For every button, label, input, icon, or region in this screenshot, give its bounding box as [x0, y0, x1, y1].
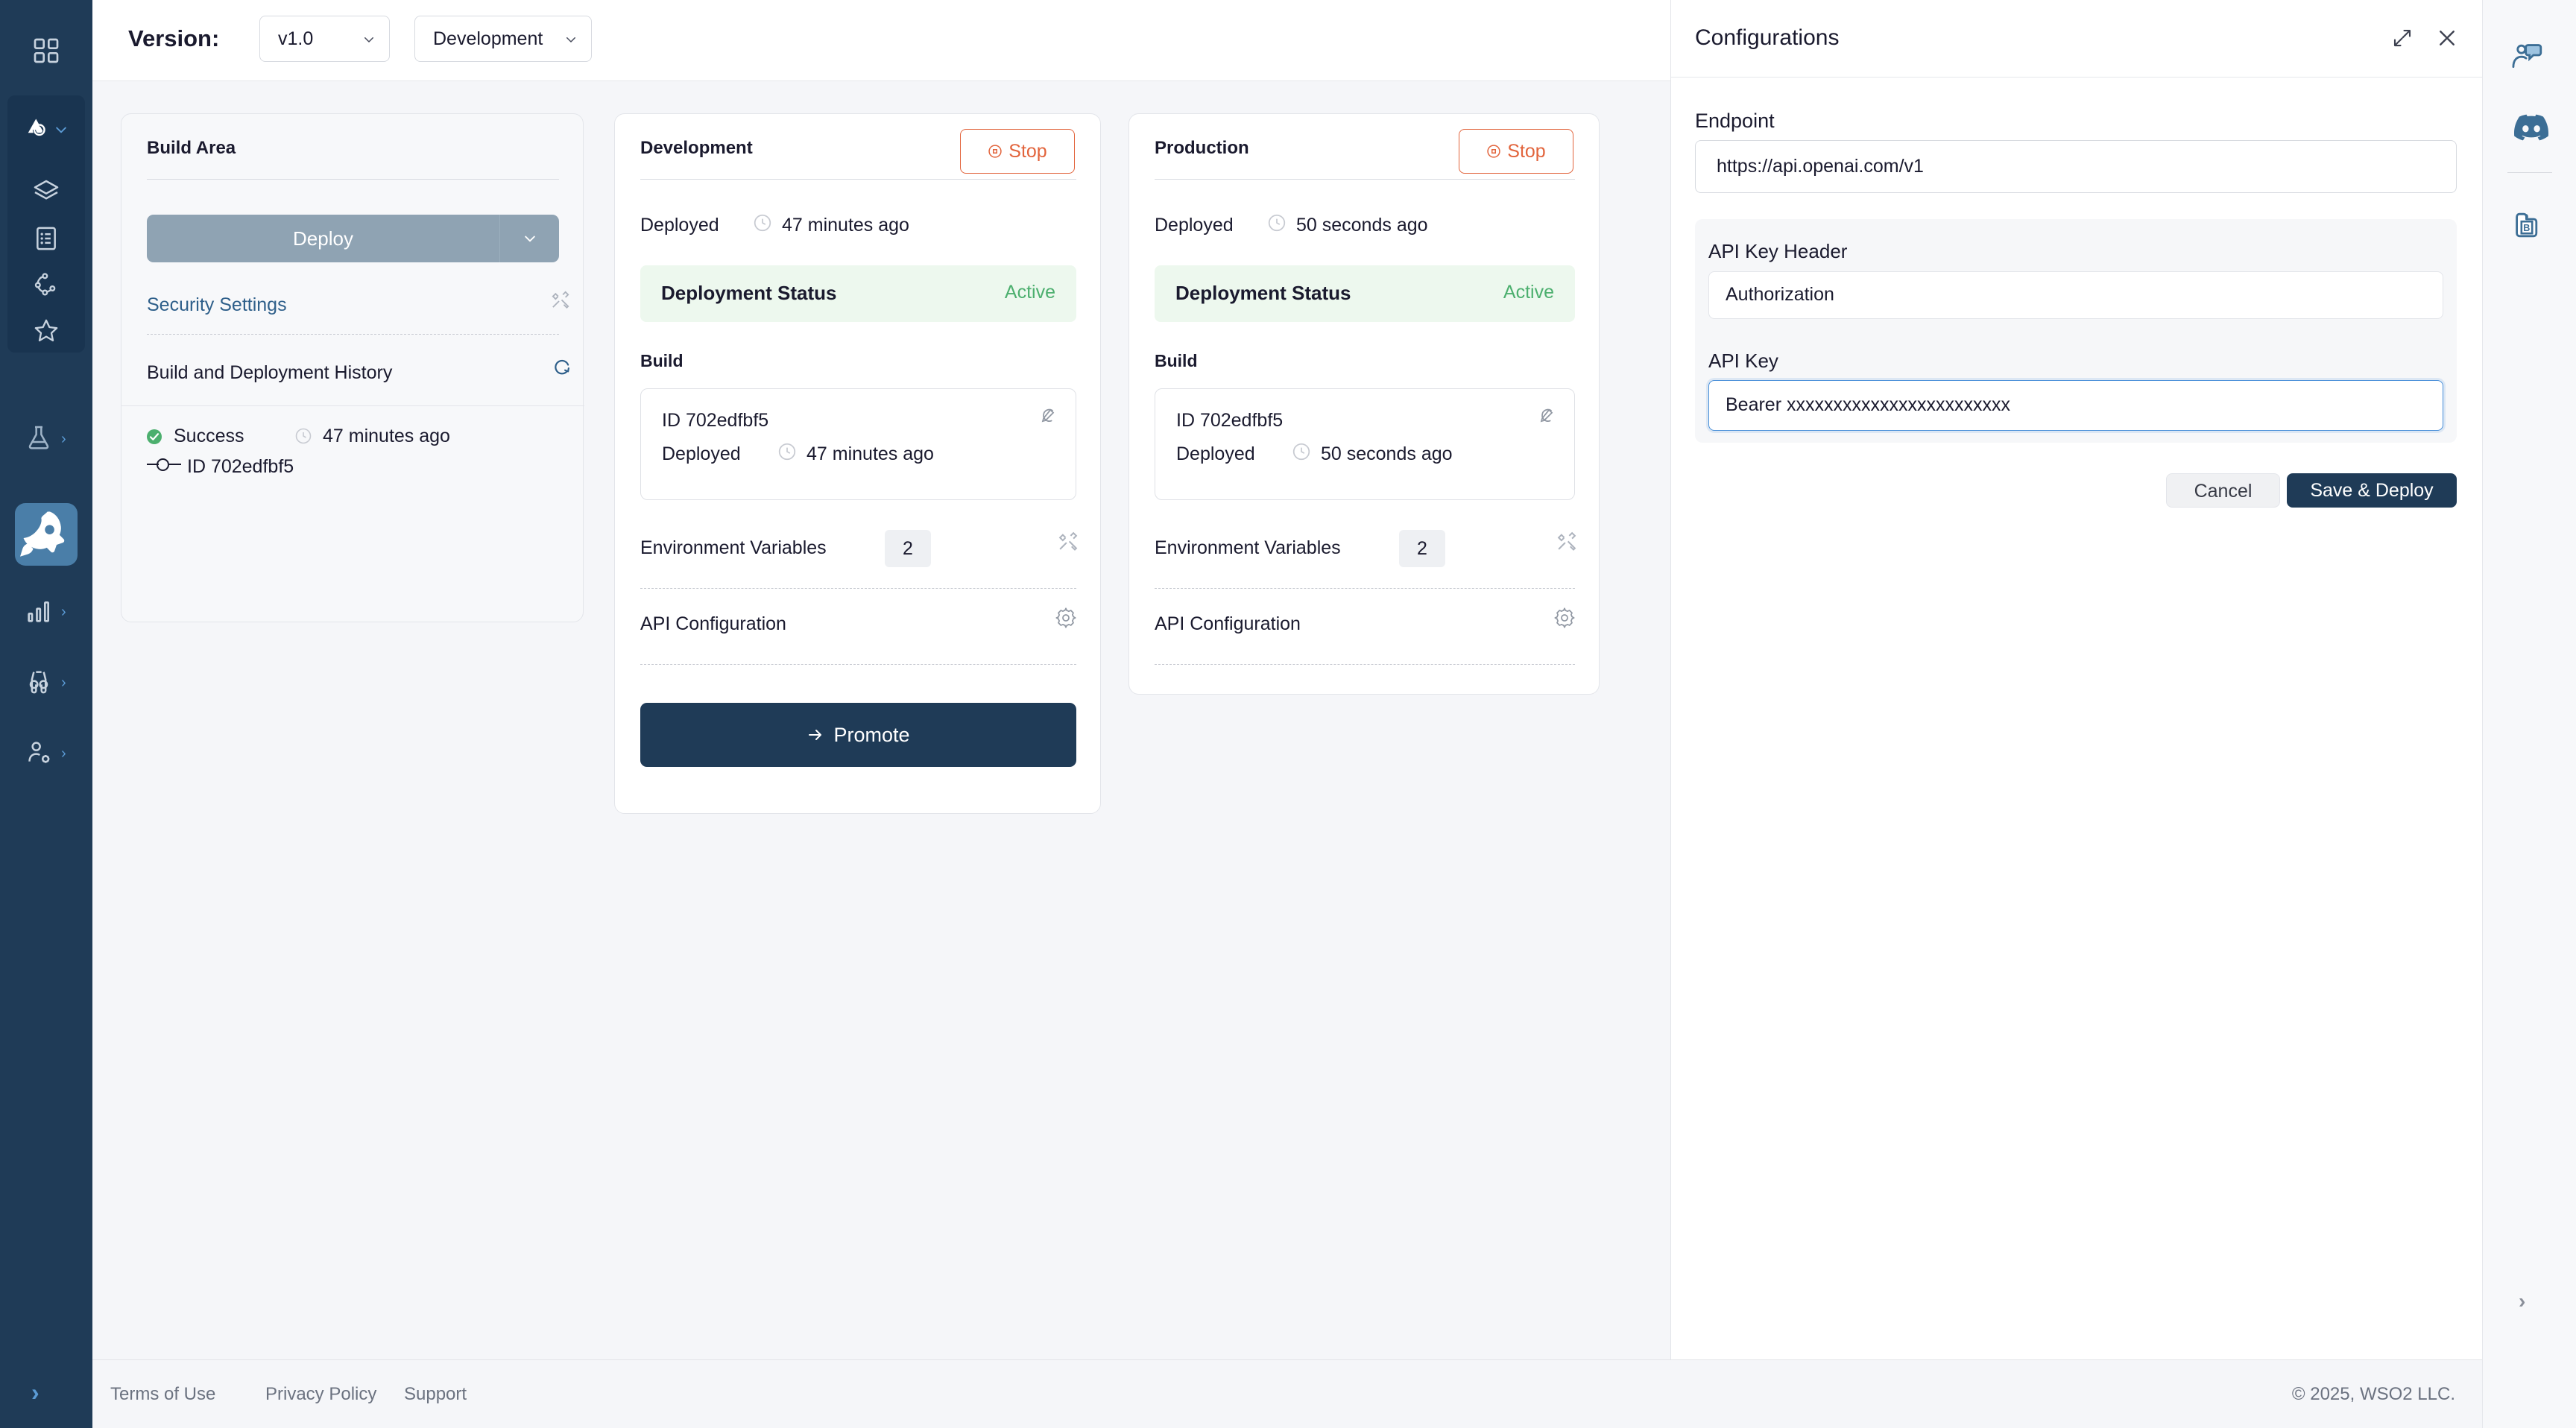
svg-text:B: B — [2523, 223, 2530, 233]
